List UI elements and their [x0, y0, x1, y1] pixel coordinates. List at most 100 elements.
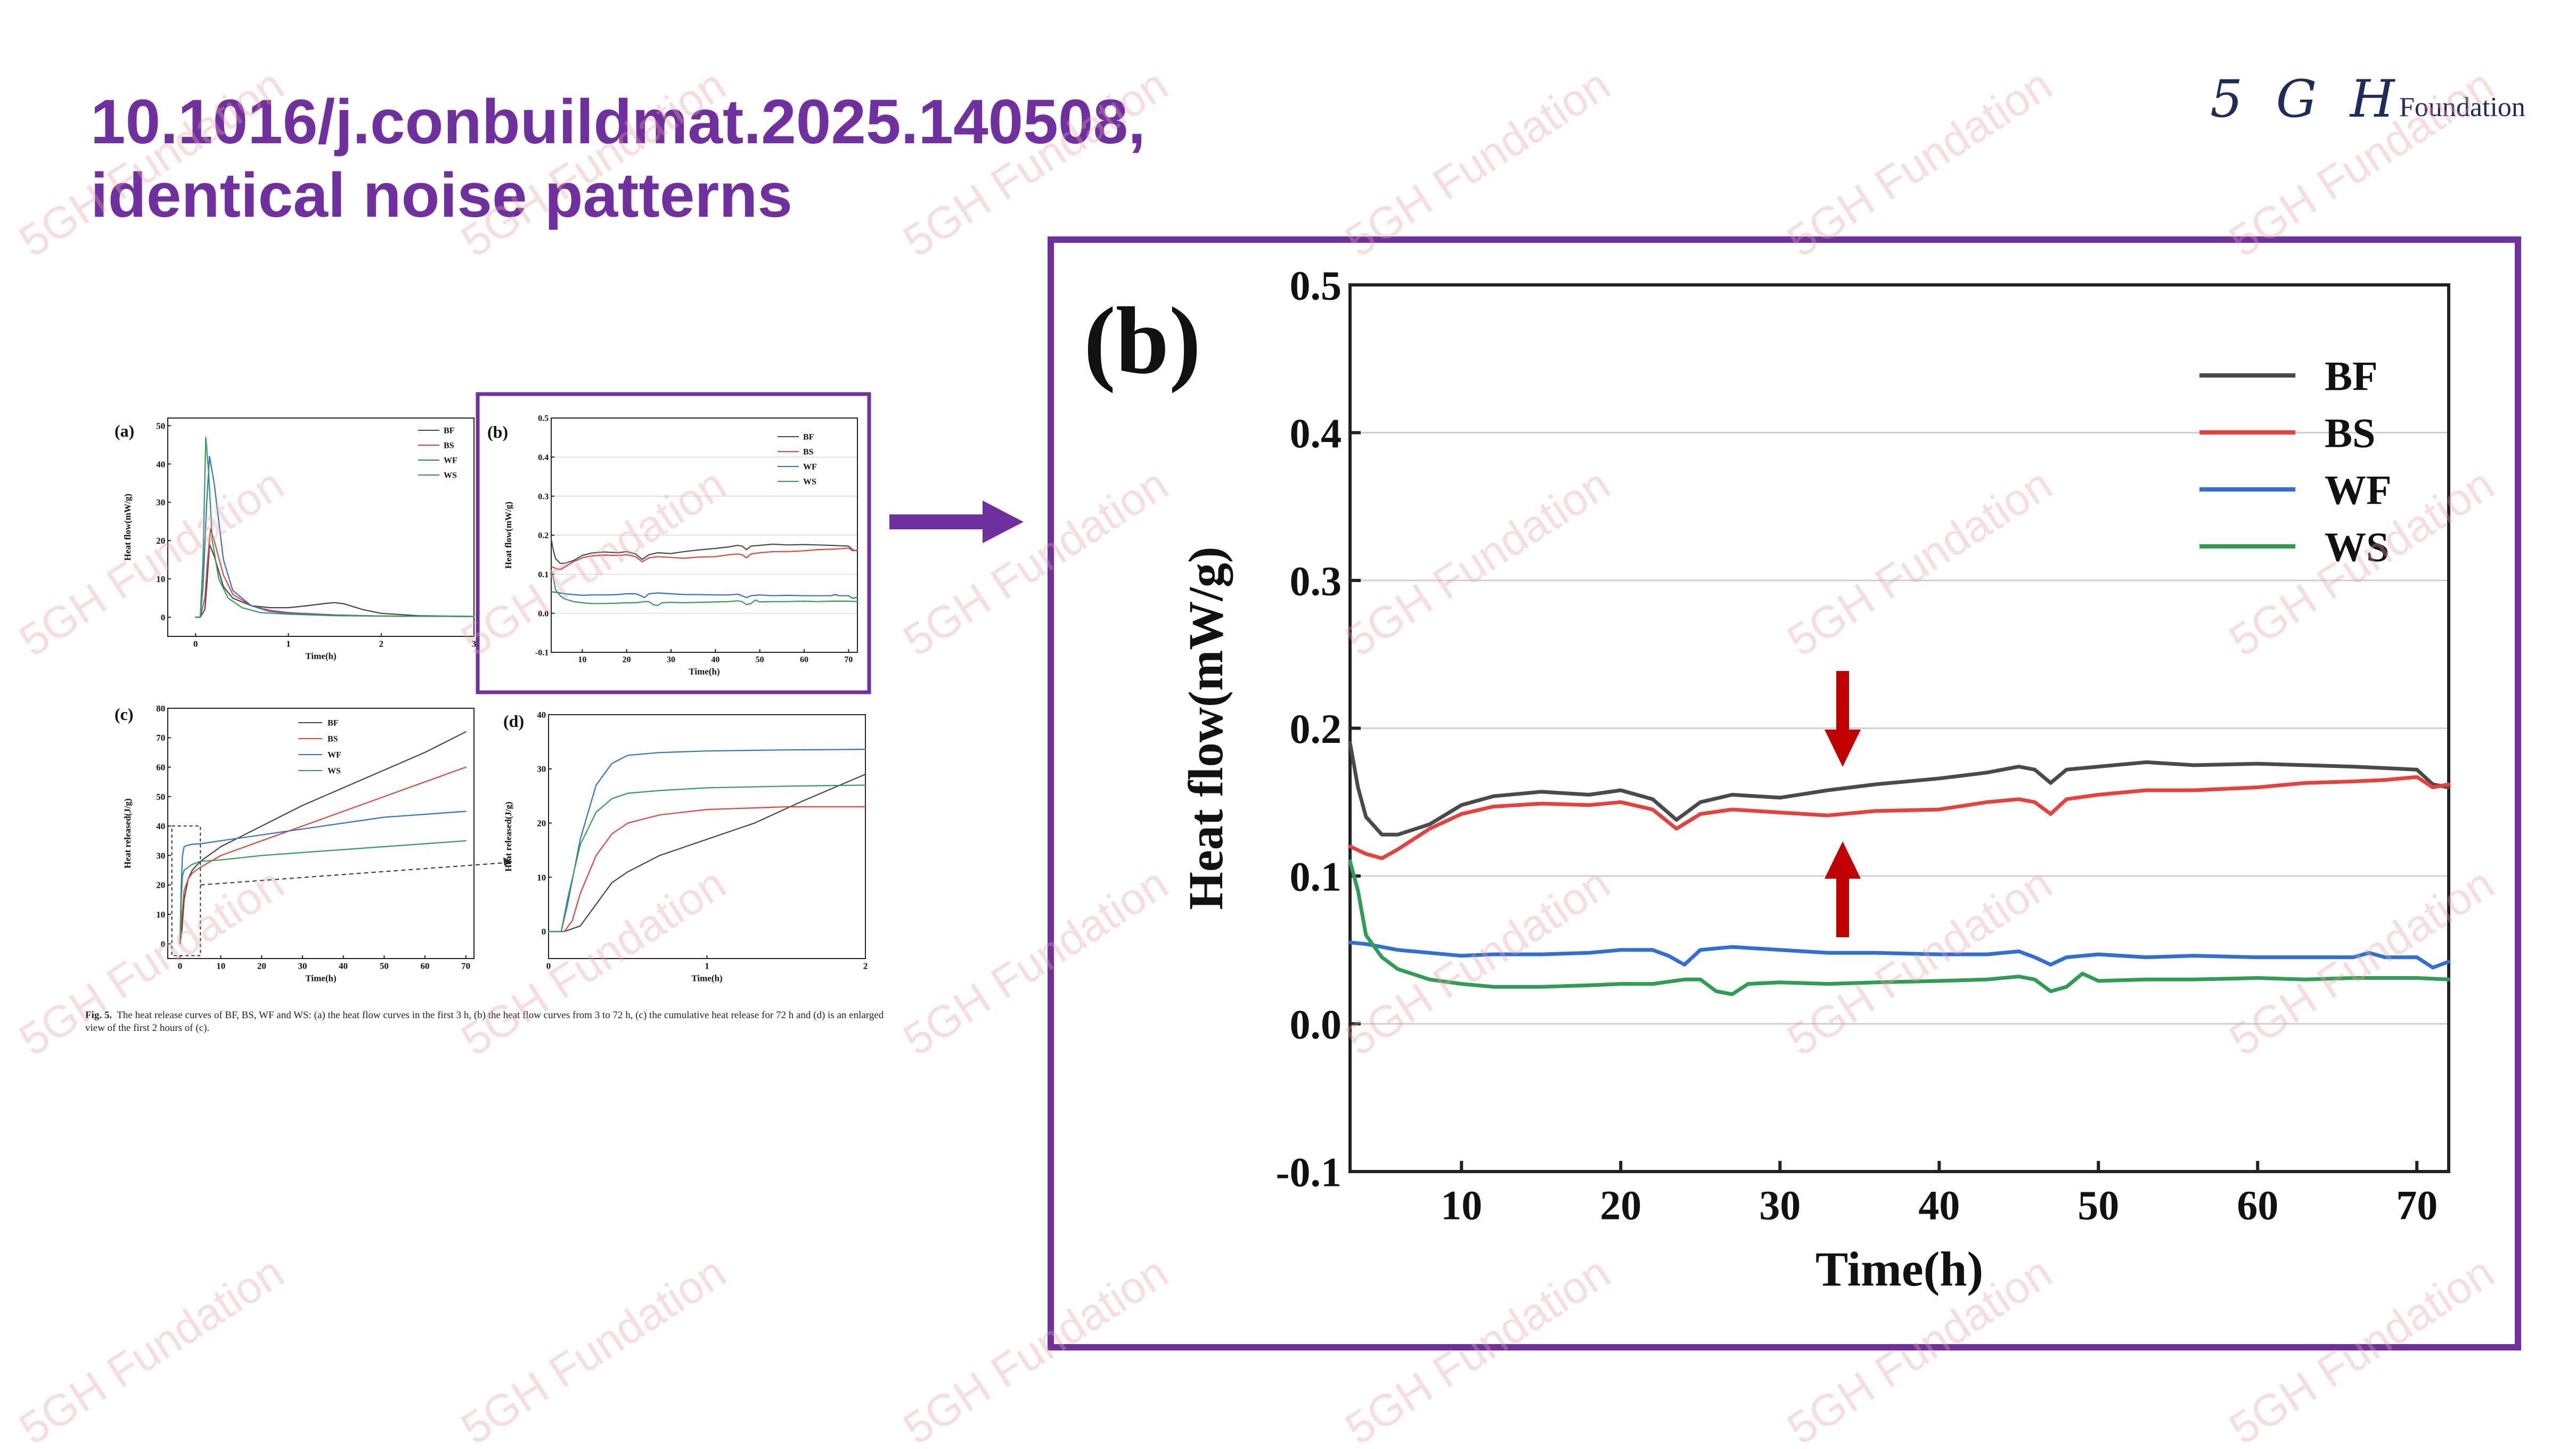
foundation-logo: 5 G H Foundation	[2210, 69, 2562, 133]
y-axis-label: Heat flow(mW/g)	[1179, 546, 1233, 910]
y-tick-label: 40	[156, 821, 165, 831]
y-tick-label: 0.2	[1290, 706, 1342, 752]
x-tick-label: 1	[705, 961, 709, 971]
y-tick-label: 50	[156, 792, 165, 802]
x-tick-label: 30	[1759, 1182, 1801, 1229]
legend-label-bf: BF	[803, 433, 814, 442]
legend-label-bf: BF	[328, 719, 339, 728]
y-axis-label: Heat released(J/g)	[503, 801, 513, 871]
y-tick-label: 0.3	[538, 492, 549, 501]
x-tick-label: 20	[623, 655, 631, 664]
caption-text: The heat release curves of BF, BS, WF an…	[85, 1010, 884, 1034]
x-tick-label: 0	[193, 639, 198, 649]
series-line-bf	[550, 538, 858, 564]
x-tick-label: 40	[711, 655, 719, 664]
logo-word: Foundation	[2399, 92, 2525, 122]
y-tick-label: 60	[156, 763, 165, 773]
x-tick-label: 0	[546, 961, 551, 971]
series-line-ws	[1348, 859, 2451, 996]
y-tick-label: 0.0	[538, 609, 549, 618]
y-tick-label: 40	[537, 710, 546, 720]
legend-label-ws: WS	[328, 767, 341, 776]
series-line-wf	[1348, 940, 2451, 970]
x-axis-label: Time(h)	[305, 651, 336, 661]
enlarged-frame	[1048, 236, 2521, 1350]
x-tick-label: 30	[298, 961, 307, 971]
red-arrow-down-icon	[1825, 671, 1861, 767]
legend-label-bs: BS	[2325, 410, 2375, 456]
x-tick-label: 70	[2396, 1182, 2438, 1229]
panel-label: (b)	[487, 422, 508, 441]
panel-label: (b)	[1084, 288, 1201, 394]
y-tick-label: 0.5	[538, 414, 549, 423]
x-tick-label: 30	[667, 655, 675, 664]
y-tick-label: 0	[542, 927, 546, 937]
y-tick-label: 70	[156, 733, 165, 743]
x-tick-label: 10	[1441, 1182, 1482, 1229]
x-tick-label: 70	[461, 961, 470, 971]
y-tick-label: 10	[156, 574, 165, 584]
plot-frame	[167, 417, 475, 637]
legend-label-ws: WS	[2325, 523, 2389, 570]
series-line-ws	[550, 569, 858, 607]
panel-label: (d)	[503, 711, 524, 731]
series-line-bs	[179, 766, 467, 945]
series-line-bf	[195, 544, 475, 618]
legend-label-wf: WF	[444, 456, 457, 465]
chart-panel-c: 0 10 20 30 40 50 60 70 0 10 20 30 40 50 60 70 80 Time(h) H…	[115, 703, 475, 984]
y-tick-label: 0.3	[1290, 558, 1342, 604]
series-line-ws	[179, 840, 467, 945]
y-tick-label: 0.0	[1290, 1001, 1342, 1047]
panel-label: (c)	[115, 705, 134, 724]
x-tick-label: 50	[2078, 1182, 2119, 1229]
y-tick-label: 0.1	[538, 570, 549, 579]
zoom-arrow-icon	[889, 501, 1024, 543]
legend-label-ws: WS	[803, 478, 816, 487]
figure-caption: Fig. 5. The heat release curves of BF, B…	[85, 1009, 900, 1035]
x-axis-label: Time(h)	[1816, 1242, 1983, 1296]
y-tick-label: 50	[156, 421, 165, 431]
y-tick-label: 40	[156, 459, 165, 469]
y-axis-label: Heat flow(mW/g)	[503, 502, 513, 569]
y-tick-label: 10	[156, 910, 165, 920]
series-line-bs	[1348, 775, 2451, 861]
zoom-connector	[200, 862, 506, 886]
series-line-ws	[547, 784, 866, 932]
x-tick-label: 20	[257, 961, 266, 971]
x-tick-label: 3	[472, 639, 477, 649]
y-tick-label: 20	[537, 818, 546, 829]
y-axis-label: Heat released(J/g)	[122, 798, 133, 868]
series-line-bf	[1348, 741, 2451, 837]
x-tick-label: 2	[863, 961, 868, 971]
y-tick-label: -0.1	[535, 649, 549, 658]
y-tick-label: 0	[161, 939, 166, 949]
y-tick-label: 80	[156, 703, 165, 714]
series-line-wf	[179, 811, 467, 945]
highlight-box	[476, 392, 871, 694]
title-line-1: 10.1016/j.conbuildmat.2025.140508,	[91, 87, 1146, 157]
zoom-region-box	[171, 825, 201, 956]
y-tick-label: 30	[156, 850, 165, 861]
legend-label-wf: WF	[803, 463, 817, 472]
x-axis-label: Time(h)	[689, 666, 719, 676]
title-line-2: identical noise patterns	[91, 160, 792, 231]
x-tick-label: 50	[756, 655, 764, 664]
slide-title: 10.1016/j.conbuildmat.2025.140508, ident…	[91, 85, 1315, 232]
series-line-bs	[547, 806, 866, 932]
panel-label: (a)	[115, 421, 134, 440]
series-line-ws	[195, 436, 475, 618]
x-axis-label: Time(h)	[305, 973, 336, 984]
x-tick-label: 40	[339, 961, 348, 971]
legend-label-wf: WF	[328, 751, 341, 760]
chart-panel-b: 10 20 30 40 50 60 70 -0.1 0.0 0.1 0.2 0.3 0.4 0.5 Time…	[1084, 262, 2451, 1296]
y-tick-label: 0.2	[538, 531, 549, 541]
series-line-wf	[550, 591, 858, 599]
x-tick-label: 50	[380, 961, 389, 971]
y-tick-label: 30	[537, 764, 546, 774]
zoom-connector-arrowhead	[503, 857, 512, 866]
series-line-bf	[547, 773, 866, 932]
y-tick-label: 10	[537, 872, 546, 882]
